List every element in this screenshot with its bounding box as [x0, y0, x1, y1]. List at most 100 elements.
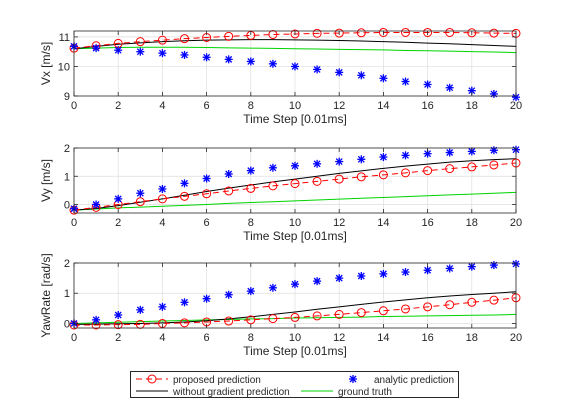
- series-line-without-gradient-prediction: [73, 291, 517, 325]
- x-tick-label: 12: [333, 100, 345, 112]
- data-point-analytic-prediction: [423, 266, 432, 275]
- data-point-proposed-prediction: [423, 27, 433, 37]
- data-point-analytic-prediction: [313, 65, 322, 74]
- data-point-proposed-prediction: [445, 164, 455, 174]
- series-line-without-gradient-prediction: [73, 39, 517, 50]
- y-tick-label: 1: [64, 171, 70, 183]
- data-point-analytic-prediction: [335, 68, 344, 77]
- x-tick-label: 10: [289, 217, 301, 229]
- x-tick-label: 14: [377, 332, 389, 344]
- x-tick-label: 2: [115, 217, 121, 229]
- data-point-proposed-prediction: [401, 304, 410, 314]
- data-point-analytic-prediction: [445, 83, 454, 92]
- data-point-analytic-prediction: [401, 77, 410, 86]
- data-point-proposed-prediction: [290, 179, 300, 189]
- data-point-analytic-prediction: [92, 315, 101, 324]
- data-point-proposed-prediction: [401, 27, 410, 37]
- data-point-analytic-prediction: [246, 57, 255, 66]
- series-group: [69, 145, 521, 215]
- data-point-proposed-prediction: [423, 166, 433, 176]
- y-axis-label: YawRate [rad/s]: [39, 253, 53, 337]
- data-point-proposed-prediction: [312, 176, 322, 186]
- series-group: [69, 259, 521, 330]
- legend-entry-ground-truth: ground truth: [301, 387, 392, 397]
- series-line-proposed-prediction: [73, 162, 517, 211]
- data-point-proposed-prediction: [356, 308, 366, 318]
- data-point-proposed-prediction: [157, 194, 167, 204]
- x-tick-label: 0: [71, 100, 77, 112]
- x-tick-label: 2: [115, 100, 121, 112]
- data-point-proposed-prediction: [268, 30, 278, 40]
- legend-entry-proposed: proposed prediction: [136, 374, 261, 386]
- y-tick-label: 2: [64, 258, 70, 270]
- data-point-proposed-prediction: [290, 312, 300, 322]
- data-point-analytic-prediction: [357, 71, 366, 80]
- y-axis-label: Vx [m/s]: [39, 42, 53, 85]
- x-tick-label: 18: [466, 100, 478, 112]
- data-point-analytic-prediction: [158, 49, 167, 58]
- data-point-analytic-prediction: [445, 148, 454, 157]
- data-point-analytic-prediction: [313, 277, 322, 286]
- x-tick-label: 8: [248, 217, 254, 229]
- data-point-analytic-prediction: [291, 161, 299, 170]
- data-point-analytic-prediction: [180, 298, 189, 307]
- x-tick-label: 18: [466, 332, 478, 344]
- data-point-analytic-prediction: [379, 74, 388, 83]
- data-point-analytic-prediction: [489, 89, 498, 98]
- x-tick-label: 0: [71, 217, 77, 229]
- x-tick-label: 6: [204, 100, 210, 112]
- data-point-analytic-prediction: [180, 179, 189, 188]
- series-line-ground-truth: [73, 313, 517, 324]
- legend-entry-analytic: analytic prediction: [349, 375, 454, 386]
- x-tick-label: 4: [159, 217, 165, 229]
- data-point-proposed-prediction: [135, 197, 145, 207]
- data-point-analytic-prediction: [379, 269, 388, 278]
- x-tick-label: 0: [71, 332, 77, 344]
- x-tick-label: 4: [159, 100, 165, 112]
- data-point-analytic-prediction: [136, 47, 145, 56]
- legend: proposed prediction analytic prediction …: [130, 371, 459, 398]
- data-point-proposed-prediction: [423, 302, 433, 312]
- data-point-analytic-prediction: [512, 93, 520, 102]
- x-tick-label: 6: [204, 217, 210, 229]
- data-point-proposed-prediction: [246, 315, 256, 325]
- data-point-proposed-prediction: [246, 183, 256, 193]
- data-point-analytic-prediction: [291, 280, 299, 289]
- y-tick-label: 10: [58, 61, 70, 73]
- x-tick-label: 20: [510, 100, 522, 112]
- x-tick-label: 2: [115, 332, 121, 344]
- data-point-proposed-prediction: [467, 28, 477, 38]
- legend-label-analytic: analytic prediction: [374, 375, 454, 386]
- data-point-analytic-prediction: [423, 80, 432, 89]
- legend-label-proposed: proposed prediction: [173, 375, 261, 386]
- x-tick-label: 14: [377, 217, 389, 229]
- x-tick-label: 8: [248, 100, 254, 112]
- data-point-analytic-prediction: [268, 59, 277, 68]
- data-point-proposed-prediction: [378, 170, 388, 180]
- data-point-analytic-prediction: [357, 272, 366, 280]
- series-line-ground-truth: [73, 191, 517, 211]
- data-point-proposed-prediction: [224, 186, 234, 196]
- data-point-analytic-prediction: [268, 283, 277, 292]
- data-point-analytic-prediction: [489, 261, 498, 270]
- x-tick-label: 12: [333, 217, 345, 229]
- data-point-analytic-prediction: [158, 302, 167, 311]
- data-point-proposed-prediction: [401, 168, 410, 178]
- x-tick-label: 14: [377, 100, 389, 112]
- data-point-analytic-prediction: [313, 159, 322, 168]
- y-tick-label: 0: [64, 318, 70, 330]
- legend-marker-circle: [147, 374, 157, 384]
- data-point-proposed-prediction: [356, 172, 366, 182]
- y-tick-label: 11: [59, 32, 70, 44]
- data-point-proposed-prediction: [445, 300, 455, 310]
- data-point-proposed-prediction: [334, 309, 344, 319]
- data-point-proposed-prediction: [378, 27, 388, 37]
- data-point-analytic-prediction: [114, 311, 123, 319]
- data-point-analytic-prediction: [246, 166, 255, 175]
- data-point-analytic-prediction: [246, 287, 255, 296]
- chart-panel-1: 0 2 4 6 8 10 12 14 16 18 20 9 10 11 Time Step [0.01ms]…: [39, 27, 522, 126]
- data-point-analytic-prediction: [401, 151, 410, 160]
- legend-label-without-gradient: without gradient prediction: [172, 387, 290, 397]
- data-point-analytic-prediction: [357, 155, 366, 164]
